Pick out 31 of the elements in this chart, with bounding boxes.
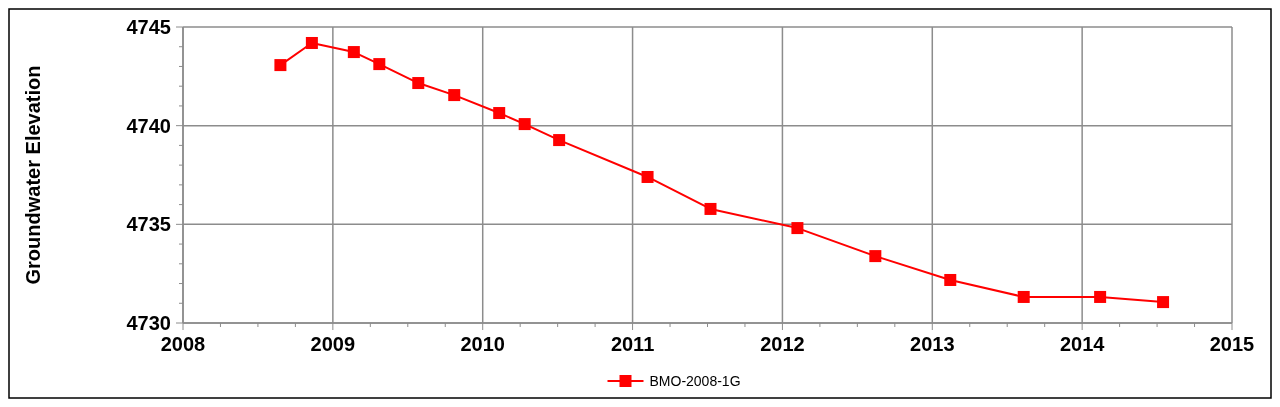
x-tick-label: 2009 [310, 333, 356, 355]
point [347, 46, 360, 59]
y-tick-label: 4730 [126, 312, 171, 334]
point [1157, 296, 1170, 309]
point [305, 36, 318, 49]
point [274, 59, 287, 72]
x-tick-label: 2010 [460, 333, 505, 355]
x-tick-label: 2015 [1209, 333, 1255, 355]
x-tick-label: 2013 [910, 333, 955, 355]
y-tick-label: 4740 [126, 114, 171, 137]
point [412, 77, 425, 90]
point [1017, 290, 1030, 303]
y-axis-title: Groundwater Elevation [22, 65, 44, 285]
x-tick-label: 2011 [610, 333, 655, 355]
x-tick-label: 2014 [1059, 333, 1106, 355]
x-tick-label: 2012 [760, 333, 805, 355]
y-tick-label: 4745 [126, 16, 171, 38]
point [704, 202, 717, 215]
point [373, 58, 386, 71]
point [1094, 290, 1107, 303]
point [641, 170, 654, 183]
point [944, 273, 957, 286]
y-tick-label: 4735 [126, 213, 171, 236]
point [518, 118, 531, 131]
x-tick-label: 2008 [160, 333, 206, 355]
point [869, 250, 882, 263]
point [493, 107, 506, 120]
point [448, 89, 461, 102]
point [791, 222, 804, 235]
legend-label: BMO-2008-1G [649, 372, 741, 389]
point [553, 134, 566, 147]
